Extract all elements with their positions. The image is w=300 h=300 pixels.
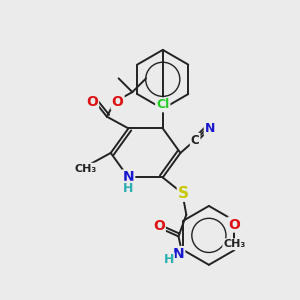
Text: CH₃: CH₃: [74, 164, 96, 174]
Text: Cl: Cl: [156, 98, 169, 111]
Text: C: C: [191, 134, 200, 147]
Text: H: H: [164, 254, 174, 266]
Text: O: O: [153, 219, 165, 232]
Text: N: N: [123, 170, 134, 184]
Text: H: H: [123, 182, 134, 195]
Text: O: O: [229, 218, 240, 232]
Text: N: N: [173, 247, 184, 261]
Text: O: O: [112, 95, 124, 109]
Text: CH₃: CH₃: [223, 239, 245, 249]
Text: S: S: [178, 186, 189, 201]
Text: O: O: [86, 95, 98, 109]
Text: N: N: [205, 122, 215, 135]
